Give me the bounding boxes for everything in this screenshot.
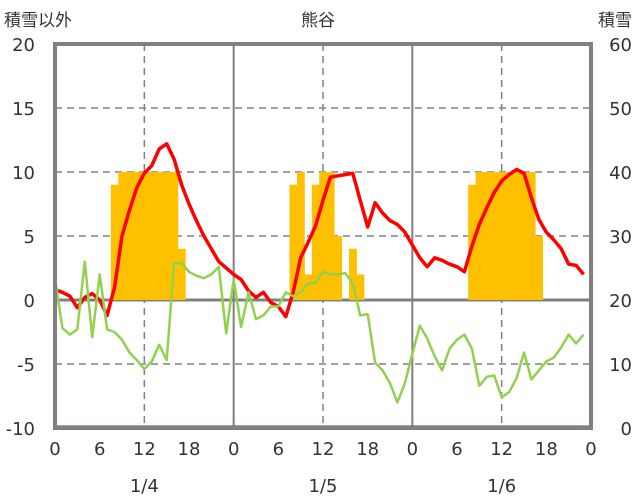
bar <box>334 236 343 300</box>
right-tick-label: 10 <box>609 355 632 376</box>
bar <box>162 172 171 300</box>
bar <box>140 172 149 300</box>
bar <box>110 184 119 300</box>
bar <box>483 172 491 300</box>
right-tick-label: 30 <box>609 227 632 248</box>
date-label: 1/4 <box>130 476 159 497</box>
x-tick-label: 12 <box>312 439 335 460</box>
bar <box>177 248 186 300</box>
bar <box>535 236 544 300</box>
bar <box>170 172 179 300</box>
left-tick-label: 20 <box>12 35 35 56</box>
bar <box>490 172 499 300</box>
x-tick-label: 18 <box>356 439 379 460</box>
right-tick-label: 60 <box>609 35 632 56</box>
x-tick-label: 0 <box>585 439 596 460</box>
right-tick-label: 40 <box>609 163 632 184</box>
bar <box>319 172 328 300</box>
bar <box>505 172 514 300</box>
bar <box>349 248 357 300</box>
left-tick-label: 5 <box>24 227 35 248</box>
bar <box>289 184 298 300</box>
right-tick-label: 50 <box>609 99 632 120</box>
left-tick-label: -5 <box>17 355 35 376</box>
x-tick-label: 0 <box>228 439 239 460</box>
date-label: 1/5 <box>309 476 338 497</box>
bar <box>296 172 305 300</box>
bar <box>304 274 313 300</box>
x-tick-label: 0 <box>407 439 418 460</box>
x-tick-label: 6 <box>273 439 284 460</box>
bar <box>520 172 529 300</box>
date-label: 1/6 <box>487 476 516 497</box>
right-tick-label: 0 <box>621 419 632 440</box>
left-tick-label: 0 <box>24 291 35 312</box>
bar <box>326 172 335 300</box>
bar <box>311 184 320 300</box>
bar <box>512 172 521 300</box>
x-tick-label: 6 <box>451 439 462 460</box>
bar <box>155 172 164 300</box>
chart-title: 熊谷 <box>301 11 335 31</box>
bar <box>356 274 365 300</box>
bar <box>527 172 536 300</box>
left-tick-label: 10 <box>12 163 35 184</box>
x-tick-label: 0 <box>49 439 60 460</box>
right-tick-label: 20 <box>609 291 632 312</box>
x-tick-label: 18 <box>178 439 201 460</box>
right-axis-title: 積雪 <box>598 11 632 31</box>
x-tick-label: 12 <box>490 439 513 460</box>
x-tick-label: 6 <box>94 439 105 460</box>
bar <box>475 172 484 300</box>
bar <box>133 172 142 300</box>
x-tick-label: 18 <box>535 439 558 460</box>
green-series-line <box>53 260 585 404</box>
bar <box>148 172 156 300</box>
bar <box>497 172 506 300</box>
left-tick-label: 15 <box>12 99 35 120</box>
x-tick-label: 12 <box>133 439 156 460</box>
left-axis-title: 積雪以外 <box>4 11 72 31</box>
bar <box>125 172 134 300</box>
red-series-line <box>54 142 585 319</box>
plot-frame <box>53 42 593 430</box>
left-tick-label: -10 <box>6 419 35 440</box>
